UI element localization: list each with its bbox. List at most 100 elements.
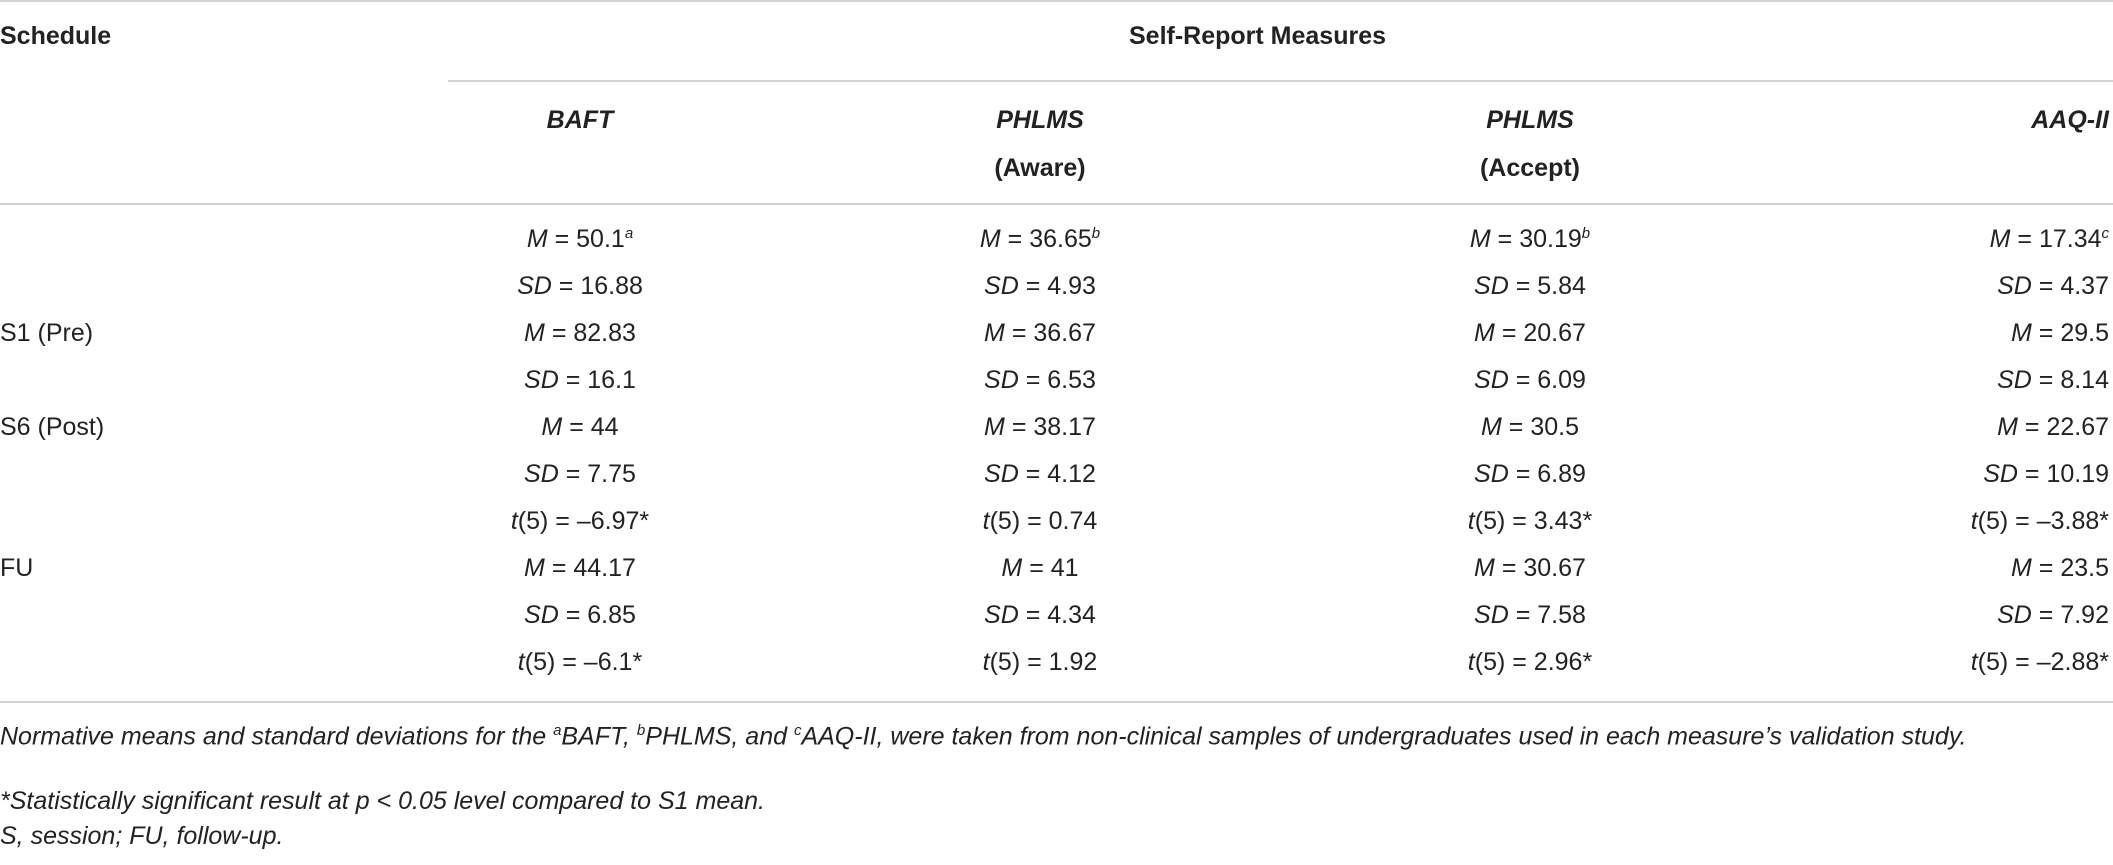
stat-symbol: M xyxy=(1474,319,1495,347)
stat-value: 82.83 xyxy=(573,319,636,347)
table-row: t(5) = –6.1* t(5) = 1.92 t(5) = 2.96* t(5) … xyxy=(0,639,2113,686)
note-significance: *Statistically significant result at p <… xyxy=(0,787,765,815)
value-cell: M = 30.5 xyxy=(1330,404,1730,451)
value-cell: M = 36.67 xyxy=(840,310,1240,357)
stat-symbol: M xyxy=(2011,554,2032,582)
stat-operator: (5) = xyxy=(989,648,1049,676)
stat-operator: = xyxy=(562,413,591,441)
stat-symbol: SD xyxy=(524,366,559,394)
column-header-aaq-ii: AAQ-II xyxy=(1920,96,2109,144)
norm-superscript: b xyxy=(1091,225,1101,242)
header-bottom-rule xyxy=(0,203,2113,205)
stat-operator: = xyxy=(1018,601,1048,629)
stat-symbol: SD xyxy=(984,366,1019,394)
value-cell: SD = 6.89 xyxy=(1330,451,1730,498)
stat-value: 44.17 xyxy=(573,554,636,582)
stat-symbol: M xyxy=(526,225,548,253)
norm-superscript: c xyxy=(2101,225,2110,242)
schedule-cell: S1 (Pre) xyxy=(0,319,94,347)
value-cell: SD = 16.88 xyxy=(380,263,780,310)
stat-symbol: t xyxy=(982,507,990,535)
norm-superscript: b xyxy=(1581,225,1591,242)
stat-symbol: SD xyxy=(1474,366,1509,394)
stat-operator: = xyxy=(1494,554,1524,582)
stat-operator: = xyxy=(1508,460,1538,488)
note-normative: Normative means and standard deviations … xyxy=(0,713,2105,754)
stat-value: 4.12 xyxy=(1047,460,1096,488)
stat-symbol: M xyxy=(1001,554,1023,582)
value-cell: M = 30.19b xyxy=(1330,216,1730,263)
stat-value: 4.37 xyxy=(2060,272,2109,300)
value-cell: t(5) = 2.96* xyxy=(1330,639,1730,686)
stat-operator: = xyxy=(1022,554,1051,582)
stat-value: –6.1* xyxy=(583,648,643,676)
stat-value: 17.34 xyxy=(2038,225,2102,253)
stat-value: 0.74 xyxy=(1048,507,1098,535)
value-cell: M = 23.5 xyxy=(1700,545,2109,592)
value-cell: M = 36.65b xyxy=(840,216,1240,263)
stat-value: 7.58 xyxy=(1537,601,1586,629)
value-cell: M = 30.67 xyxy=(1330,545,1730,592)
stat-operator: = xyxy=(551,272,581,300)
stat-value: 30.67 xyxy=(1523,554,1586,582)
stat-operator: = xyxy=(544,554,574,582)
stat-symbol: SD xyxy=(984,601,1019,629)
column-header-baft: BAFT xyxy=(380,96,780,144)
stat-operator: = xyxy=(1490,225,1520,253)
stat-symbol: t xyxy=(1467,648,1475,676)
stat-symbol: SD xyxy=(1997,601,2032,629)
note-sup-a: a xyxy=(553,722,562,739)
column-header-line1: BAFT xyxy=(546,106,614,134)
stat-value: 5.84 xyxy=(1537,272,1586,300)
value-cell: M = 41 xyxy=(840,545,1240,592)
stat-symbol: SD xyxy=(524,460,559,488)
stat-value: 10.19 xyxy=(2046,460,2109,488)
stat-symbol: t xyxy=(982,648,990,676)
stat-operator: = xyxy=(544,319,574,347)
top-rule xyxy=(0,0,2113,2)
stat-value: 23.5 xyxy=(2060,554,2109,582)
value-cell: SD = 6.85 xyxy=(380,592,780,639)
stat-operator: = xyxy=(2031,319,2061,347)
value-cell: SD = 6.09 xyxy=(1330,357,1730,404)
stat-symbol: SD xyxy=(984,460,1019,488)
note-normative-prefix: Normative means and standard deviations … xyxy=(0,722,554,751)
value-cell: SD = 7.58 xyxy=(1330,592,1730,639)
stat-operator: = xyxy=(1494,319,1524,347)
stat-value: 3.43* xyxy=(1533,507,1593,535)
stat-symbol: t xyxy=(510,507,518,535)
stat-value: 6.85 xyxy=(587,601,636,629)
stat-value: 20.67 xyxy=(1523,319,1586,347)
note-abbreviations: S, session; FU, follow-up. xyxy=(0,822,284,850)
stat-operator: = xyxy=(1508,601,1538,629)
value-cell: t(5) = –2.88* xyxy=(1700,639,2109,686)
stat-symbol: M xyxy=(1997,413,2018,441)
table-row: SD = 7.75 SD = 4.12 SD = 6.89 SD = 10.19 xyxy=(0,451,2113,498)
table-row: S6 (Post) M = 44 M = 38.17 M = 30.5 M = 22.6… xyxy=(0,404,2113,451)
stat-operator: = xyxy=(558,460,588,488)
stat-symbol: t xyxy=(1970,648,1978,676)
stat-symbol: SD xyxy=(524,601,559,629)
table-row: t(5) = –6.97* t(5) = 0.74 t(5) = 3.43* t(5)… xyxy=(0,498,2113,545)
stat-value: 8.14 xyxy=(2060,366,2109,394)
stat-value: 44 xyxy=(590,413,619,441)
value-cell: SD = 5.84 xyxy=(1330,263,1730,310)
schedule-cell: S6 (Post) xyxy=(0,413,105,441)
stat-symbol: SD xyxy=(1474,272,1509,300)
schedule-header: Schedule xyxy=(0,22,112,50)
stat-operator: (5) = xyxy=(517,507,577,535)
stat-symbol: M xyxy=(2011,319,2032,347)
stat-operator: = xyxy=(1018,272,1048,300)
stat-symbol: M xyxy=(1469,225,1491,253)
schedule-cell: FU xyxy=(0,554,34,582)
value-cell: M = 22.67 xyxy=(1700,404,2109,451)
stat-operator: = xyxy=(2031,554,2061,582)
value-cell: t(5) = 3.43* xyxy=(1330,498,1730,545)
stat-operator: = xyxy=(1000,225,1030,253)
value-cell: SD = 4.37 xyxy=(1700,263,2109,310)
column-header-line1: AAQ-II xyxy=(2031,106,2109,134)
stat-value: 6.09 xyxy=(1537,366,1586,394)
value-cell: M = 17.34c xyxy=(1700,216,2109,263)
stat-symbol: M xyxy=(524,319,545,347)
value-cell: M = 29.5 xyxy=(1700,310,2109,357)
